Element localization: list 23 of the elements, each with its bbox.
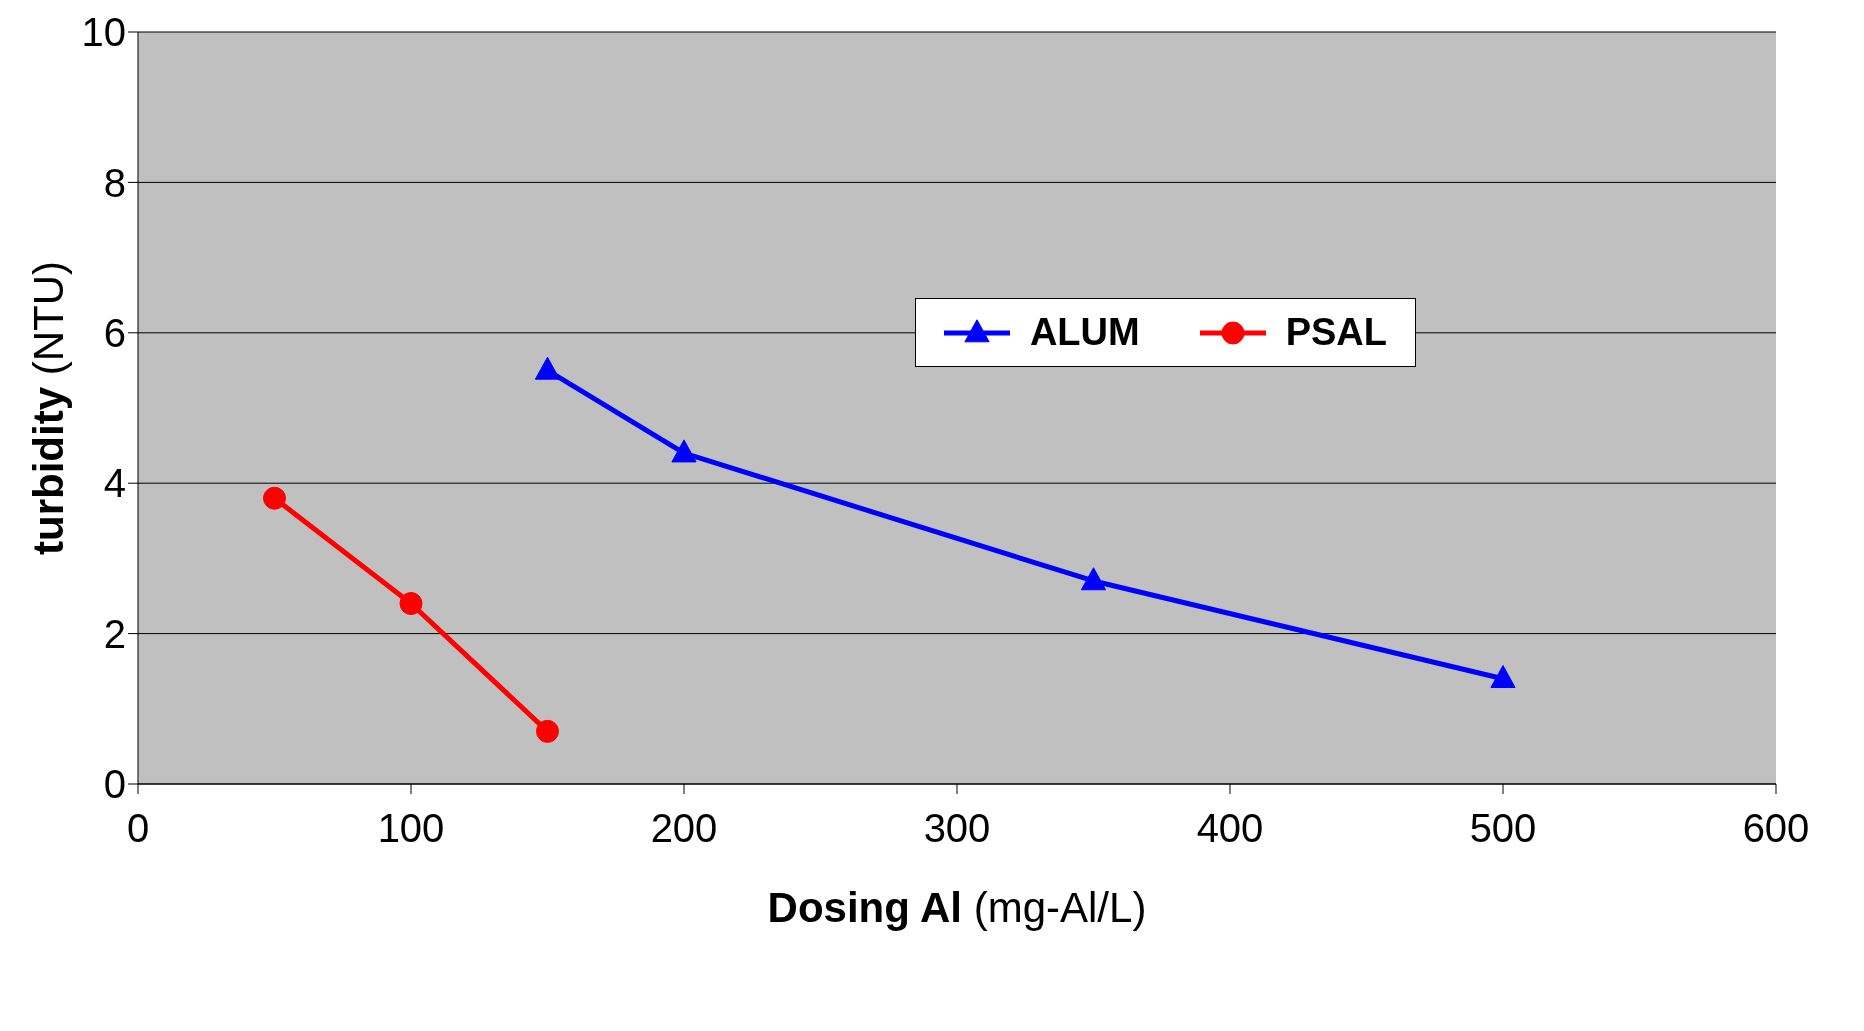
point	[1080, 567, 1107, 591]
x-tick-label: 200	[650, 806, 718, 851]
x-tick-label: 100	[377, 806, 445, 851]
point	[1490, 665, 1516, 689]
point	[671, 439, 697, 463]
y-tick-label: 0	[103, 762, 126, 807]
y-axis-title: turbidity (NTU)	[24, 261, 72, 555]
point	[263, 486, 286, 510]
point	[536, 719, 559, 743]
legend-label: PSAL	[1285, 311, 1387, 354]
x-axis-title: Dosing Al (mg-Al/L)	[767, 884, 1147, 931]
legend-label: ALUM	[1029, 311, 1140, 354]
y-tick-label: 8	[103, 160, 126, 205]
y-tick-label: 4	[103, 461, 126, 506]
point	[399, 592, 423, 616]
point	[534, 356, 561, 380]
x-tick-label: 300	[923, 806, 991, 851]
y-tick-label: 6	[103, 311, 126, 355]
x-tick-label: 500	[1469, 806, 1537, 851]
x-tick-label: 400	[1196, 806, 1264, 851]
x-tick-label: 600	[1742, 806, 1810, 851]
y-tick-label: 2	[103, 611, 126, 656]
y-tick-label: 10	[81, 10, 126, 55]
